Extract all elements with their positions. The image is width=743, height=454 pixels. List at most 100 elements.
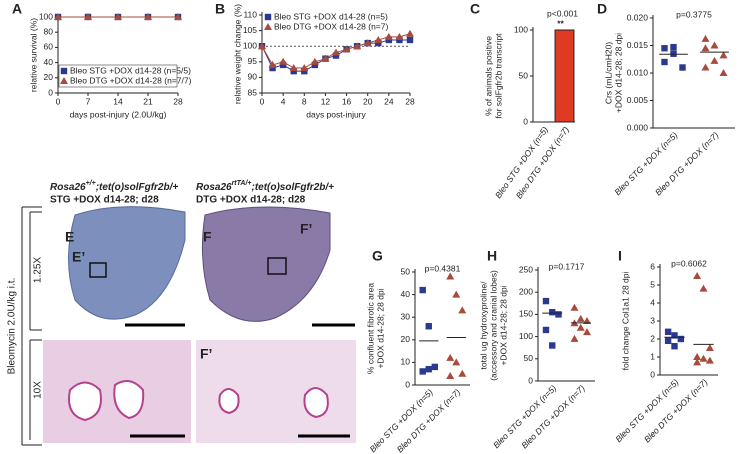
- y-tick-label: 50: [401, 266, 411, 276]
- marker: [570, 303, 579, 311]
- treatment: Bleomycin 2.0U/kg i.t.: [7, 278, 18, 375]
- x-tick-label: 24: [384, 96, 394, 106]
- y-axis-label: fold change Col1a1 28 dpi: [620, 272, 630, 371]
- inset-box: [89, 262, 107, 278]
- marker: [664, 328, 672, 335]
- x-tick-label: 20: [363, 96, 373, 106]
- marker: [300, 64, 309, 72]
- condition: DTG +DOX d14-28; d28: [196, 195, 306, 206]
- marker: [719, 69, 728, 76]
- y-tick-label: 0.020: [627, 12, 649, 22]
- marker: [705, 356, 714, 364]
- y-tick-label: 0.005: [627, 95, 649, 105]
- marker: [452, 358, 461, 366]
- marker: [583, 317, 592, 325]
- histology: Rosa26+/+;tet(o)solFgfr2b/+ STG +DOX d14…: [7, 180, 356, 446]
- y-axis-label: total ug hydroxyproline/: [478, 281, 488, 370]
- x-tick-label: 28: [173, 96, 183, 106]
- marker: [84, 13, 92, 20]
- y-tick-label: 2: [650, 333, 655, 343]
- y-tick-label: 90: [248, 72, 258, 82]
- y-tick-label: 40: [401, 289, 411, 299]
- marker: [114, 13, 122, 20]
- marker: [384, 32, 393, 40]
- y-tick-label: 1: [650, 351, 655, 361]
- marker: [701, 63, 710, 71]
- y-tick-label: 0: [405, 379, 410, 389]
- marker: [701, 34, 710, 42]
- marker: [264, 23, 272, 30]
- marker: [264, 13, 272, 21]
- marker: [419, 368, 426, 375]
- condition: STG +DOX d14-28; d28: [50, 195, 159, 206]
- lung-image: [201, 206, 331, 322]
- marker: [395, 32, 404, 40]
- marker: [431, 363, 438, 371]
- annotation: p<0.001: [547, 8, 578, 18]
- p-value: p=0.3775: [676, 9, 712, 19]
- marker: [301, 67, 308, 75]
- marker: [279, 61, 287, 69]
- p-value: p=0.4381: [425, 263, 461, 273]
- y-tick-label: 105: [243, 25, 257, 35]
- bar: [554, 29, 575, 123]
- panel-letter: G: [372, 248, 383, 264]
- marker: [661, 58, 668, 66]
- x-tick-label: 4: [281, 96, 286, 106]
- marker: [419, 286, 426, 294]
- marker: [677, 335, 685, 343]
- marker: [446, 353, 455, 361]
- panel-letter: I: [618, 248, 622, 264]
- marker: [458, 369, 467, 377]
- y-tick-label: 20: [401, 334, 411, 344]
- marker: [549, 342, 556, 349]
- y-tick-label: 50: [524, 353, 534, 363]
- marker: [542, 326, 550, 334]
- y-tick-label: 50: [519, 70, 529, 80]
- x-tick-label: 16: [342, 96, 352, 106]
- image-letter: F’: [300, 221, 312, 237]
- marker: [705, 344, 714, 351]
- image-letter: F’: [200, 346, 212, 362]
- marker: [710, 41, 719, 49]
- y-tick-label: 0.010: [627, 67, 649, 77]
- p-value: p=0.1717: [549, 261, 585, 271]
- y-tick-label: 100: [39, 11, 53, 21]
- y-tick-label: 0: [650, 369, 655, 379]
- marker: [310, 57, 319, 65]
- y-tick-label: 10: [401, 357, 411, 367]
- marker: [583, 328, 592, 336]
- panel-letter: A: [12, 1, 22, 17]
- panel-letter: H: [487, 248, 497, 264]
- marker: [406, 36, 414, 44]
- marker: [671, 332, 678, 339]
- y-tick-label: 200: [519, 286, 533, 296]
- marker: [446, 272, 455, 280]
- marker: [321, 54, 330, 62]
- marker: [710, 56, 719, 64]
- marker: [60, 67, 68, 75]
- marker: [144, 13, 152, 20]
- inset-box: [267, 257, 287, 275]
- y-tick-label: 30: [401, 311, 411, 321]
- y-axis-label: for solFgfr2b transcript: [493, 33, 503, 119]
- magnification: 1.25X: [33, 257, 44, 283]
- image-letter: E’: [72, 249, 85, 265]
- marker: [269, 64, 276, 72]
- x-tick-label: 14: [113, 96, 123, 106]
- y-tick-label: 100: [243, 40, 257, 50]
- magnification: 10X: [33, 381, 44, 399]
- y-tick-label: 100: [519, 331, 533, 341]
- panel-letter: C: [470, 1, 480, 17]
- marker: [693, 353, 702, 360]
- y-tick-label: 60: [44, 42, 54, 52]
- annotation: **: [557, 18, 564, 28]
- marker: [679, 64, 686, 71]
- marker: [54, 13, 62, 20]
- marker: [664, 337, 672, 344]
- y-axis-label: % confluent fibrotic area: [365, 283, 375, 374]
- x-tick-label: 0: [260, 96, 265, 106]
- y-axis-label: relative weight change (%): [232, 4, 242, 104]
- image-letter: E: [65, 229, 74, 245]
